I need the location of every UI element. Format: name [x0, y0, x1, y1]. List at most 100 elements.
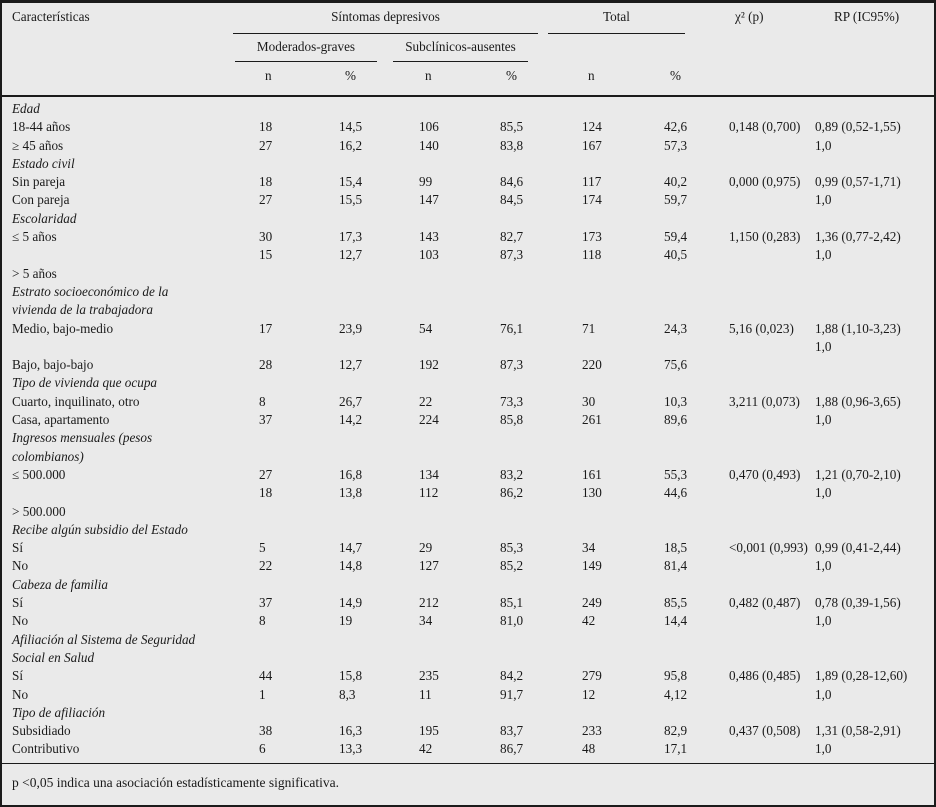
category-row: vivienda de la trabajadora — [2, 301, 934, 319]
cell-n-moderados: 1 — [259, 686, 266, 702]
cell-n-moderados — [259, 338, 339, 356]
cell-pct-total: 59,4 — [664, 229, 688, 245]
cell-chi2-p: 0,486 (0,485) — [729, 668, 801, 684]
table-row: Contributivo 6 13,3 42 86,7 48 17,1 1,0 — [2, 740, 934, 758]
header-n-moderados: n — [265, 68, 272, 83]
category-row: Estado civil — [2, 155, 934, 173]
table-row: Sí 37 14,9 212 85,1 249 85,5 0,482 (0,487) 0,78 … — [2, 594, 934, 612]
cell-pct-subclinicos: 83,7 — [500, 723, 524, 739]
cell-n-subclinicos: 22 — [419, 393, 433, 409]
cell-n-subclinicos: 143 — [419, 229, 439, 245]
cell-chi2-p — [729, 411, 815, 429]
cell-n-moderados — [259, 521, 339, 539]
cell-rp-ic95 — [815, 265, 924, 283]
table-row: ≤ 500.000 27 16,8 134 83,2 161 55,3 0,470 (0,49… — [2, 466, 934, 484]
cell-rp-ic95: 1,31 (0,58-2,91) — [815, 723, 901, 739]
category-row: Afiliación al Sistema de Seguridad — [2, 631, 934, 649]
cell-pct-total — [664, 265, 729, 283]
cell-n-total: 34 — [582, 540, 596, 556]
cell-chi2-p — [729, 191, 815, 209]
cell-n-total — [582, 338, 664, 356]
cell-n-moderados: 18 — [259, 485, 273, 501]
cell-n-total: 233 — [582, 723, 602, 739]
cell-n-total — [582, 374, 664, 392]
table-row: Con pareja 27 15,5 147 84,5 174 59,7 1,0 — [2, 191, 934, 209]
cell-n-subclinicos: 195 — [419, 723, 439, 739]
cell-pct-total — [664, 100, 729, 118]
cell-pct-total — [664, 448, 729, 466]
row-label: Ingresos mensuales (pesos — [12, 430, 153, 446]
cell-rp-ic95: 1,0 — [815, 192, 832, 208]
cell-pct-subclinicos — [500, 448, 582, 466]
table-row: ≤ 5 años 30 17,3 143 82,7 173 59,4 1,150 (0,283… — [2, 228, 934, 246]
row-label — [12, 484, 259, 502]
table-header: Características Síntomas depresivos Tota… — [2, 3, 934, 93]
cell-chi2-p: 0,148 (0,700) — [729, 119, 801, 135]
cell-n-total — [582, 210, 664, 228]
cell-pct-subclinicos — [500, 283, 582, 301]
cell-pct-total — [664, 649, 729, 667]
cell-pct-subclinicos — [500, 521, 582, 539]
cell-chi2-p — [729, 246, 815, 264]
row-label: Sí — [12, 668, 23, 684]
cell-n-total: 220 — [582, 357, 602, 373]
cell-n-total — [582, 301, 664, 319]
cell-n-total — [582, 155, 664, 173]
header-pct-subclinicos: % — [506, 68, 517, 83]
cell-n-moderados — [259, 374, 339, 392]
cell-pct-moderados: 16,2 — [339, 137, 363, 153]
cell-pct-total: 17,1 — [664, 741, 688, 757]
cell-n-subclinicos: 29 — [419, 540, 433, 556]
cell-rp-ic95 — [815, 210, 924, 228]
cell-chi2-p — [729, 374, 815, 392]
table-row: No 22 14,8 127 85,2 149 81,4 1,0 — [2, 557, 934, 575]
header-pct-moderados: % — [345, 68, 356, 83]
cell-pct-total: 4,12 — [664, 686, 688, 702]
cell-chi2-p — [729, 137, 815, 155]
cell-n-subclinicos — [419, 631, 500, 649]
cell-chi2-p — [729, 612, 815, 630]
cell-n-moderados — [259, 210, 339, 228]
cell-n-subclinicos — [419, 429, 500, 447]
cell-pct-total: 75,6 — [664, 357, 688, 373]
cell-rp-ic95: 0,99 (0,57-1,71) — [815, 174, 901, 190]
cell-n-moderados: 27 — [259, 137, 273, 153]
cell-n-moderados: 44 — [259, 668, 273, 684]
cell-pct-total: 81,4 — [664, 558, 688, 574]
row-label — [12, 246, 259, 264]
row-label: Social en Salud — [12, 649, 95, 665]
cell-n-total — [582, 576, 664, 594]
cell-n-total: 48 — [582, 741, 596, 757]
cell-n-subclinicos — [419, 100, 500, 118]
cell-n-total — [582, 631, 664, 649]
cell-n-subclinicos — [419, 374, 500, 392]
column-group-total: Total — [548, 9, 729, 34]
cell-rp-ic95: 1,0 — [815, 485, 832, 501]
cell-rp-ic95 — [815, 429, 924, 447]
cell-pct-total: 89,6 — [664, 412, 688, 428]
cell-n-total — [582, 429, 664, 447]
cell-pct-subclinicos — [500, 576, 582, 594]
cell-chi2-p: 0,437 (0,508) — [729, 723, 801, 739]
cell-n-subclinicos: 106 — [419, 119, 439, 135]
cell-n-moderados: 27 — [259, 192, 273, 208]
cell-chi2-p — [729, 356, 815, 374]
cell-pct-moderados: 14,9 — [339, 595, 363, 611]
cell-n-moderados: 38 — [259, 723, 273, 739]
cell-pct-subclinicos — [500, 649, 582, 667]
row-label: Sí — [12, 540, 23, 556]
cell-n-moderados — [259, 429, 339, 447]
table-row: Sí 5 14,7 29 85,3 34 18,5 <0,001 (0,993) 0,99 (0… — [2, 539, 934, 557]
cell-pct-total — [664, 283, 729, 301]
cell-n-subclinicos — [419, 265, 500, 283]
cell-n-moderados — [259, 576, 339, 594]
cell-rp-ic95 — [815, 374, 924, 392]
header-rule — [2, 95, 934, 97]
cell-pct-total: 57,3 — [664, 137, 688, 153]
cell-pct-subclinicos — [500, 100, 582, 118]
cell-pct-subclinicos: 91,7 — [500, 686, 524, 702]
cell-n-moderados: 22 — [259, 558, 273, 574]
header-row-groups: Características Síntomas depresivos Tota… — [2, 9, 934, 39]
cell-pct-moderados — [339, 521, 419, 539]
